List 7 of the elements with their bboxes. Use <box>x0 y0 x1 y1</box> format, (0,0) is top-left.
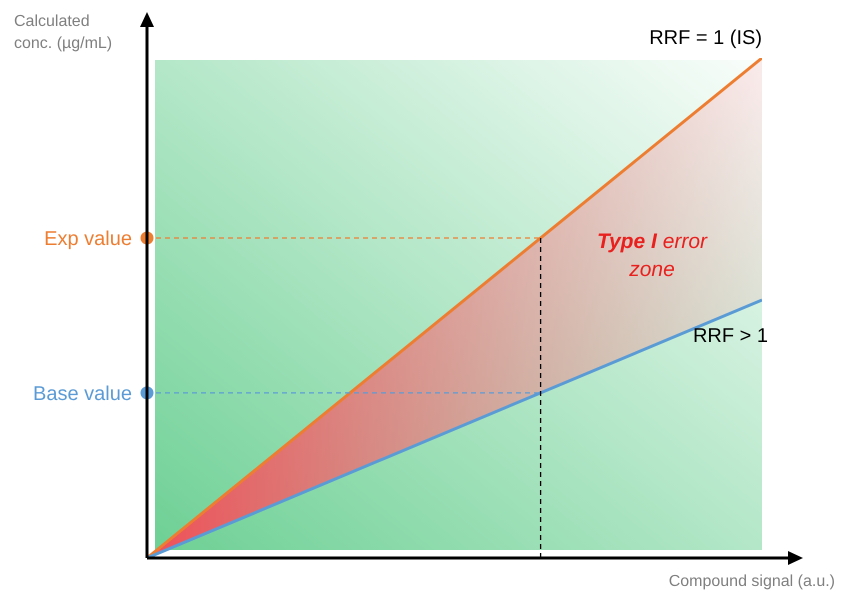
y-axis-title: Calculated conc. (µg/mL) <box>14 13 112 52</box>
series-label: RRF > 1 <box>692 325 768 347</box>
annotation: Exp value <box>44 228 132 250</box>
annotation: Base value <box>33 382 132 405</box>
series-label: RRF = 1 (IS) <box>649 27 762 49</box>
annotation: Type I error zone <box>596 230 708 281</box>
x-axis-title: Compound signal (a.u.) <box>668 573 835 590</box>
